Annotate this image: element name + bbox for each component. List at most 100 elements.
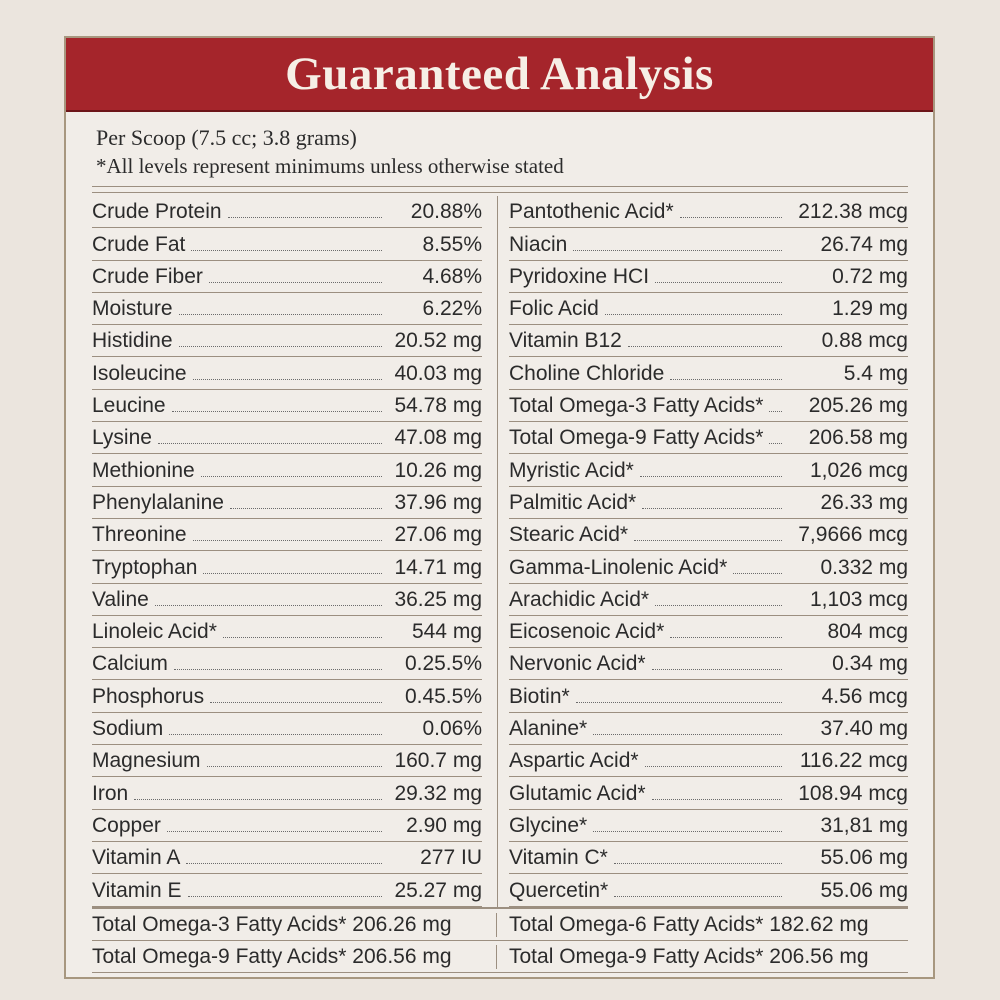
dot-leader — [192, 378, 382, 380]
totals-cell-right: Total Omega-6 Fatty Acids* 182.62 mg — [509, 913, 869, 936]
nutrient-row: Vitamin B12 0.88 mcg — [509, 325, 908, 358]
nutrient-value: 0.06% — [422, 717, 482, 741]
nutrient-row: Myristic Acid* 1,026 mcg — [509, 454, 908, 487]
nutrient-value: 277 IU — [420, 846, 482, 870]
nutrient-value: 1,026 mcg — [809, 458, 908, 482]
dot-leader — [200, 475, 382, 477]
dot-leader — [187, 895, 382, 897]
dot-leader — [171, 411, 382, 413]
nutrient-row: Crude Protein 20.88% — [92, 196, 482, 229]
nutrient-name: Alanine* — [509, 717, 588, 741]
nutrient-name: Magnesium — [92, 749, 201, 773]
nutrient-name: Stearic Acid* — [509, 523, 629, 547]
dot-leader — [173, 669, 382, 671]
nutrient-name: Crude Fat — [92, 232, 186, 256]
nutrient-value: 804 mcg — [827, 620, 908, 644]
nutrient-name: Vitamin C* — [509, 846, 608, 870]
nutrient-row: Isoleucine 40.03 mg — [92, 357, 482, 390]
nutrient-row: Pyridoxine HCI 0.72 mg — [509, 261, 908, 293]
nutrient-name: Lysine — [92, 426, 152, 450]
nutrient-row: Phosphorus 0.45.5% — [92, 680, 482, 713]
nutrient-name: Copper — [92, 813, 161, 837]
nutrient-value: 544 mg — [411, 620, 482, 644]
nutrient-row: Magnesium 160.7 mg — [92, 745, 482, 778]
nutrient-name: Vitamin B12 — [509, 329, 622, 353]
dot-leader — [593, 830, 782, 832]
nutrient-row: Threonine 27.06 mg — [92, 519, 482, 552]
nutrient-row: Glutamic Acid* 108.94 mcg — [509, 777, 908, 810]
nutrient-value: 5.4 mg — [843, 361, 908, 385]
nutrient-value: 0.25.5% — [404, 652, 482, 676]
nutrient-value: 206.58 mg — [808, 426, 908, 450]
dot-leader — [733, 572, 782, 574]
nutrient-value: 108.94 mcg — [798, 781, 908, 805]
nutrient-name: Gamma-Linolenic Acid* — [509, 555, 728, 579]
dot-leader — [679, 217, 782, 219]
header-divider — [92, 186, 908, 193]
dot-leader — [186, 863, 382, 865]
dot-leader — [166, 830, 382, 832]
nutrient-value: 0.88 mcg — [821, 329, 908, 353]
dot-leader — [178, 314, 382, 316]
dot-leader — [627, 346, 782, 348]
nutrient-row: Phenylalanine 37.96 mg — [92, 487, 482, 519]
nutrient-row: Crude Fiber 4.68% — [92, 261, 482, 293]
nutrient-row: Nervonic Acid* 0.34 mg — [509, 648, 908, 681]
page-title: Guaranteed Analysis — [285, 48, 714, 100]
nutrient-row: Leucine 54.78 mg — [92, 390, 482, 423]
nutrient-row: Palmitic Acid* 26.33 mg — [509, 487, 908, 519]
nutrient-value: 116.22 mcg — [799, 749, 908, 773]
nutrient-value: 31,81 mg — [820, 813, 908, 837]
nutrient-value: 36.25 mg — [394, 587, 482, 611]
nutrient-row: Aspartic Acid* 116.22 mcg — [509, 745, 908, 778]
dot-leader — [639, 475, 782, 477]
nutrient-name: Tryptophan — [92, 555, 198, 579]
analysis-panel: Guaranteed Analysis Per Scoop (7.5 cc; 3… — [64, 36, 935, 979]
nutrient-value: 55.06 mg — [820, 878, 908, 902]
nutrient-row: Lysine 47.08 mg — [92, 422, 482, 455]
nutrient-name: Glycine* — [509, 813, 588, 837]
nutrient-name: Vitamin E — [92, 878, 182, 902]
nutrient-value: 37.96 mg — [394, 490, 482, 514]
nutrient-value: 1.29 mg — [832, 297, 908, 321]
nutrient-value: 26.33 mg — [820, 490, 908, 514]
nutrient-name: Total Omega-9 Fatty Acids* — [509, 426, 764, 450]
nutrient-row: Alanine* 37.40 mg — [509, 713, 908, 746]
nutrient-name: Methionine — [92, 458, 195, 482]
dot-leader — [573, 249, 782, 251]
dot-leader — [203, 572, 382, 574]
nutrient-row: Arachidic Acid* 1,103 mcg — [509, 584, 908, 616]
dot-leader — [593, 734, 782, 736]
nutrient-value: 25.27 mg — [394, 878, 482, 902]
dot-leader — [655, 281, 782, 283]
dot-leader — [575, 701, 782, 703]
nutrient-value: 14.71 mg — [394, 555, 482, 579]
nutrient-name: Arachidic Acid* — [509, 587, 650, 611]
nutrient-name: Folic Acid — [509, 297, 599, 321]
nutrient-value: 27.06 mg — [394, 523, 482, 547]
nutrient-value: 160.7 mg — [394, 749, 482, 773]
dot-leader — [651, 669, 782, 671]
nutrient-value: 10.26 mg — [394, 458, 482, 482]
nutrient-row: Eicosenoic Acid* 804 mcg — [509, 616, 908, 649]
nutrient-value: 8.55% — [422, 232, 482, 256]
nutrient-row: Histidine 20.52 mg — [92, 325, 482, 358]
nutrient-value: 47.08 mg — [394, 426, 482, 450]
nutrient-value: 7,9666 mcg — [798, 523, 908, 547]
nutrient-name: Vitamin A — [92, 846, 181, 870]
nutrient-value: 212.38 mcg — [798, 200, 908, 224]
dot-leader — [670, 637, 782, 639]
nutrient-name: Nervonic Acid* — [509, 652, 646, 676]
nutrient-name: Myristic Acid* — [509, 458, 634, 482]
dot-leader — [154, 604, 382, 606]
nutrient-name: Quercetin* — [509, 878, 609, 902]
nutrient-name: Linoleic Acid* — [92, 620, 217, 644]
nutrient-row: Vitamin A 277 IU — [92, 842, 482, 875]
nutrient-row: Sodium 0.06% — [92, 713, 482, 746]
totals-cell-left: Total Omega-9 Fatty Acids* 206.56 mg — [92, 945, 497, 969]
dot-leader — [229, 507, 382, 509]
dot-leader — [655, 604, 782, 606]
dot-leader — [769, 411, 782, 413]
nutrient-row: Moisture 6.22% — [92, 293, 482, 326]
nutrient-row: Tryptophan 14.71 mg — [92, 551, 482, 584]
